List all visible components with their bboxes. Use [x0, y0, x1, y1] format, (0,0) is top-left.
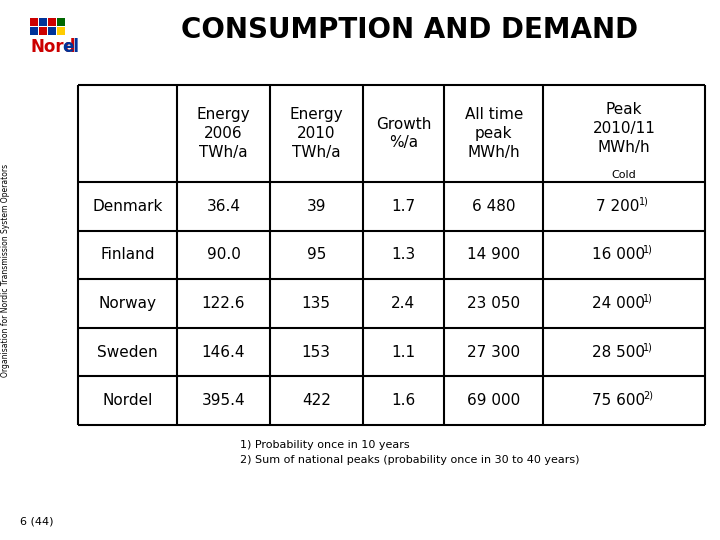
Text: 1) Probability once in 10 years: 1) Probability once in 10 years: [240, 440, 410, 450]
Text: Nordel: Nordel: [102, 393, 153, 408]
Text: 6 (44): 6 (44): [20, 517, 53, 527]
Text: 7 200: 7 200: [596, 199, 640, 214]
Text: 1): 1): [643, 342, 653, 352]
Text: 28 500: 28 500: [592, 345, 644, 360]
Text: 69 000: 69 000: [467, 393, 521, 408]
Text: 6 480: 6 480: [472, 199, 516, 214]
Text: 146.4: 146.4: [202, 345, 246, 360]
Text: 1): 1): [639, 196, 649, 206]
Text: 122.6: 122.6: [202, 296, 246, 311]
Text: 14 900: 14 900: [467, 247, 521, 262]
Text: Finland: Finland: [100, 247, 155, 262]
Text: 395.4: 395.4: [202, 393, 246, 408]
Text: CONSUMPTION AND DEMAND: CONSUMPTION AND DEMAND: [181, 16, 639, 44]
Text: 27 300: 27 300: [467, 345, 521, 360]
Text: Energy
2010
TWh/a: Energy 2010 TWh/a: [289, 107, 343, 159]
Text: 95: 95: [307, 247, 326, 262]
Bar: [48, 18, 56, 26]
Text: 2): 2): [643, 391, 653, 401]
Bar: [57, 27, 65, 35]
Text: 1.7: 1.7: [392, 199, 415, 214]
Text: 23 050: 23 050: [467, 296, 521, 311]
Text: 1): 1): [643, 245, 653, 255]
Text: Sweden: Sweden: [97, 345, 158, 360]
Text: Nord: Nord: [30, 38, 76, 56]
Text: 16 000: 16 000: [592, 247, 644, 262]
Bar: [39, 27, 47, 35]
Text: Norway: Norway: [99, 296, 156, 311]
Text: 36.4: 36.4: [207, 199, 240, 214]
Text: 1.6: 1.6: [391, 393, 415, 408]
Bar: [48, 27, 56, 35]
Text: Peak
2010/11
MWh/h: Peak 2010/11 MWh/h: [593, 103, 655, 154]
Text: 90.0: 90.0: [207, 247, 240, 262]
Text: 1): 1): [643, 293, 653, 303]
Bar: [39, 18, 47, 26]
Text: 153: 153: [302, 345, 330, 360]
Text: Denmark: Denmark: [92, 199, 163, 214]
Text: 2) Sum of national peaks (probability once in 30 to 40 years): 2) Sum of national peaks (probability on…: [240, 455, 580, 465]
Text: All time
peak
MWh/h: All time peak MWh/h: [464, 107, 523, 159]
Text: 39: 39: [307, 199, 326, 214]
Text: 1.1: 1.1: [392, 345, 415, 360]
Text: 75 600: 75 600: [592, 393, 644, 408]
Text: 2.4: 2.4: [392, 296, 415, 311]
Text: Energy
2006
TWh/a: Energy 2006 TWh/a: [197, 107, 251, 159]
Text: Growth
%/a: Growth %/a: [376, 117, 431, 150]
Text: 24 000: 24 000: [592, 296, 644, 311]
Text: el: el: [62, 38, 79, 56]
Text: 1.3: 1.3: [391, 247, 415, 262]
Bar: [30, 27, 38, 35]
Bar: [30, 18, 38, 26]
Bar: [57, 18, 65, 26]
Text: Cold: Cold: [612, 170, 636, 180]
Text: Organisation for Nordic Transmission System Operators: Organisation for Nordic Transmission Sys…: [1, 164, 11, 376]
Text: 135: 135: [302, 296, 330, 311]
Text: 422: 422: [302, 393, 330, 408]
